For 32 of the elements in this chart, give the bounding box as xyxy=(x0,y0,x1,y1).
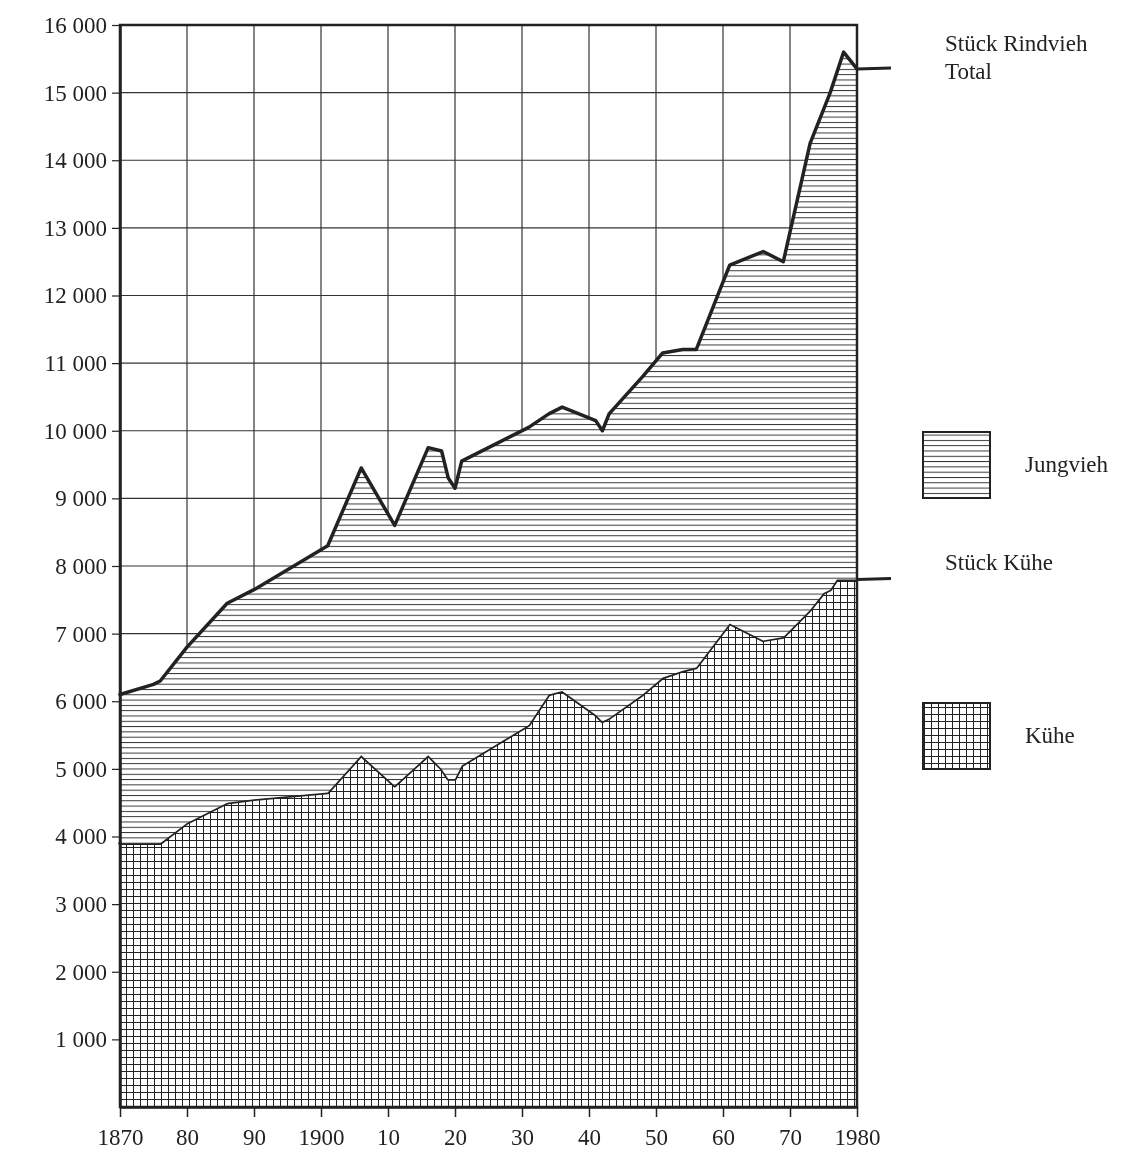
text: Stück Rindvieh Total xyxy=(945,30,1088,84)
x-tick-label: 50 xyxy=(645,1125,668,1151)
x-tick-label: 30 xyxy=(511,1125,534,1151)
x-tick-label: 70 xyxy=(779,1125,802,1151)
text: Stück Kühe xyxy=(945,549,1053,575)
y-tick-label: 8 000 xyxy=(55,553,107,579)
x-tick-label: 10 xyxy=(377,1125,400,1151)
x-tick-label: 40 xyxy=(578,1125,601,1151)
y-tick-label: 16 000 xyxy=(43,12,107,38)
text: Jungvieh xyxy=(1025,452,1109,477)
y-tick-label: 9 000 xyxy=(55,486,107,512)
y-tick-label: 1 000 xyxy=(55,1027,107,1053)
y-tick-label: 6 000 xyxy=(55,689,107,715)
x-tick-label: 1870 xyxy=(97,1125,144,1151)
x-tick-label: 90 xyxy=(243,1125,266,1151)
y-tick-label: 15 000 xyxy=(43,80,107,106)
y-tick-label: 13 000 xyxy=(43,215,107,241)
y-tick-label: 3 000 xyxy=(55,891,107,917)
y-tick-label: 7 000 xyxy=(55,621,107,647)
x-tick-label: 1980 xyxy=(834,1125,881,1151)
text: Kühe xyxy=(1025,723,1075,748)
x-tick-label: 60 xyxy=(712,1125,735,1151)
y-tick-label: 10 000 xyxy=(43,418,107,444)
y-tick-label: 2 000 xyxy=(55,959,107,985)
y-tick-label: 4 000 xyxy=(55,824,107,850)
y-tick-label: 12 000 xyxy=(43,283,107,309)
x-tick-label: 20 xyxy=(444,1125,467,1151)
x-tick-label: 80 xyxy=(176,1125,199,1151)
x-tick-label: 1900 xyxy=(298,1125,345,1151)
y-tick-label: 5 000 xyxy=(55,756,107,782)
y-tick-label: 11 000 xyxy=(44,350,107,376)
y-tick-label: 14 000 xyxy=(43,148,107,174)
